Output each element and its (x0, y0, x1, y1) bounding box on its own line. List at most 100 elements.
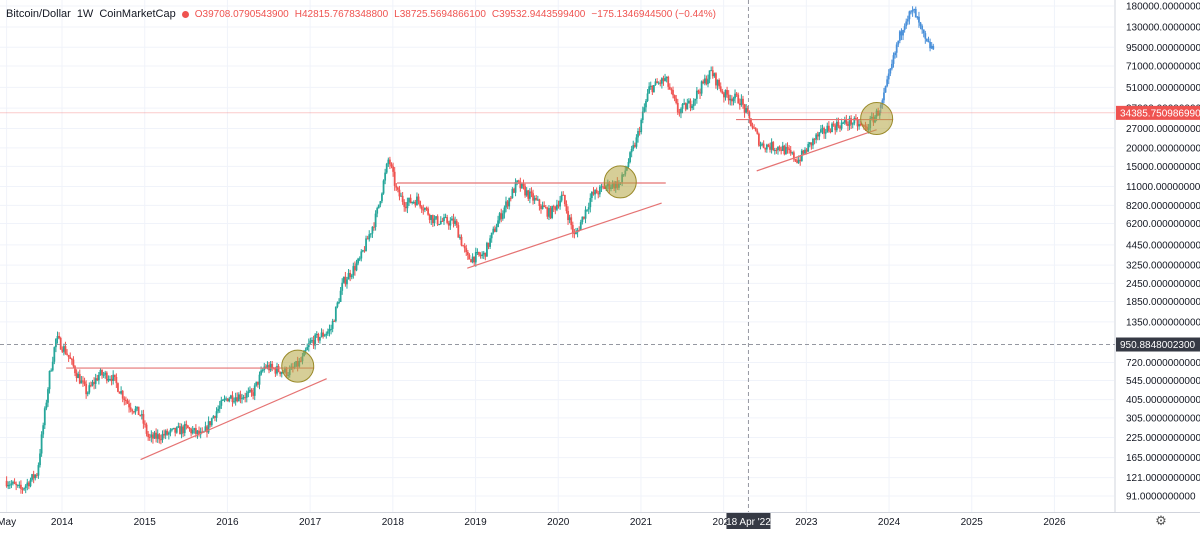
candle (715, 73, 717, 86)
candle (32, 474, 35, 479)
candle (140, 414, 143, 416)
time-tick-label: 2016 (216, 517, 239, 528)
candle (328, 329, 331, 332)
symbol-name[interactable]: Bitcoin/Dollar (6, 8, 71, 20)
candle (633, 145, 636, 147)
candle (35, 474, 38, 476)
candle (164, 430, 167, 436)
candle (807, 144, 810, 152)
candle (667, 76, 670, 87)
candle (385, 163, 388, 173)
candle (336, 302, 339, 307)
candle (210, 418, 213, 426)
candle (228, 398, 231, 402)
projection-candle (905, 21, 908, 27)
candle (567, 211, 569, 221)
candle (743, 104, 746, 113)
candle (325, 333, 328, 336)
candle (708, 70, 711, 80)
candle (681, 104, 684, 109)
candle (194, 428, 197, 434)
price-tick-label: 720.0000000000 (1126, 358, 1200, 369)
price-tick-label: 225.0000000000 (1126, 433, 1200, 444)
candle (62, 346, 65, 352)
candle (253, 385, 256, 396)
candle (24, 485, 27, 489)
candle (58, 336, 61, 338)
candle (818, 132, 821, 137)
candle (640, 119, 643, 133)
projection-candle (922, 29, 925, 34)
candle (347, 272, 350, 280)
candle (357, 258, 360, 264)
candle (832, 123, 835, 126)
candle (598, 186, 601, 195)
gear-icon[interactable]: ⚙ (1155, 513, 1167, 528)
candle (422, 209, 425, 211)
candle (326, 331, 329, 334)
candle (131, 409, 134, 412)
candle (482, 252, 485, 255)
candle (155, 432, 158, 439)
interval-label[interactable]: 1W (76, 8, 94, 20)
candle (374, 213, 377, 227)
candle (654, 81, 657, 86)
candle (50, 370, 53, 372)
candle (403, 201, 406, 207)
candle (648, 86, 651, 94)
last-price-label: 34385.7509869900 (1120, 108, 1200, 119)
time-tick-label: 2014 (51, 517, 74, 528)
candle (497, 220, 499, 228)
candle (630, 148, 633, 153)
candle (438, 224, 441, 226)
candle (560, 194, 563, 201)
candle (845, 119, 848, 124)
candle (563, 194, 566, 204)
candle (144, 423, 146, 425)
candle (645, 100, 647, 108)
candle (530, 191, 533, 194)
candle (476, 251, 479, 253)
candle (471, 256, 474, 263)
candle (110, 378, 113, 381)
candle (97, 374, 100, 381)
candle (82, 380, 84, 382)
candle (384, 172, 387, 181)
candle (541, 205, 544, 210)
price-tick-label: 121.0000000000 (1126, 473, 1200, 484)
candle (525, 190, 528, 196)
projection-candle (883, 92, 885, 101)
candle (751, 126, 754, 128)
candle (859, 124, 862, 126)
candle (83, 381, 86, 384)
time-tick-label: 2026 (1043, 517, 1066, 528)
candle (853, 118, 856, 124)
projection-candle (919, 22, 922, 26)
price-tick-label: 180000.0000000000 (1126, 2, 1200, 13)
candle (473, 256, 476, 263)
open-value: O39708.0790543900 (194, 8, 289, 20)
candle (546, 207, 549, 217)
candle (15, 483, 18, 486)
candle (754, 128, 757, 131)
projection-candle (926, 38, 928, 42)
candle (785, 147, 787, 155)
candle (821, 128, 824, 130)
candle (757, 133, 760, 146)
candle (700, 81, 703, 94)
candle (5, 480, 8, 487)
candle (401, 195, 404, 202)
candle (855, 118, 857, 120)
candle (239, 394, 242, 400)
candle (217, 408, 220, 412)
candle (484, 252, 487, 257)
candle (279, 371, 282, 375)
candle (524, 186, 526, 196)
candle (544, 207, 547, 209)
candle (773, 149, 776, 151)
candle (258, 374, 261, 385)
candle (548, 208, 550, 217)
candle (31, 474, 33, 480)
